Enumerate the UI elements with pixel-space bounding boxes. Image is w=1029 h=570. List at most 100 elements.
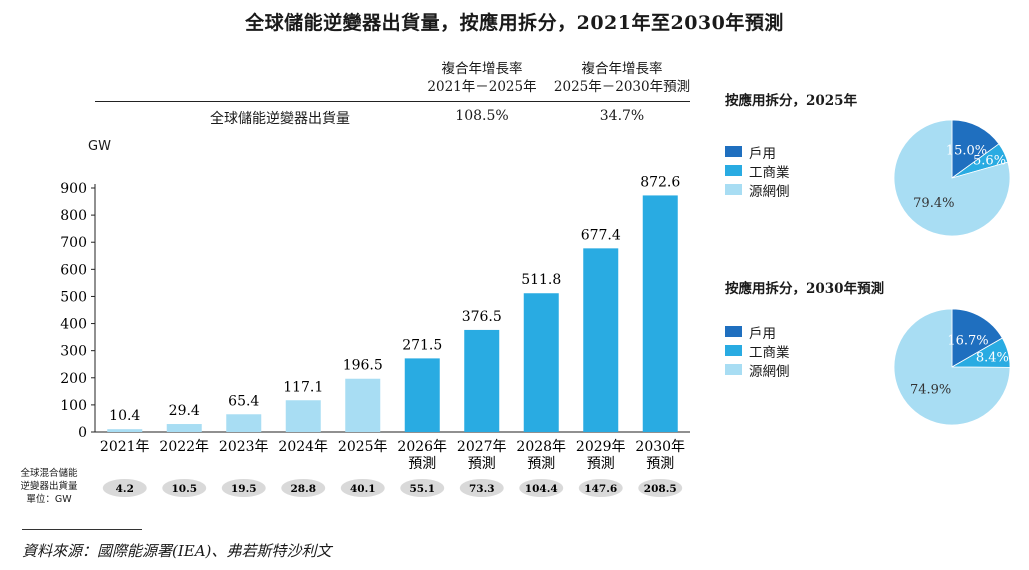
- legend-label: 戶用: [749, 325, 776, 342]
- x-tick-label: 2028年: [516, 439, 566, 455]
- bar: [285, 400, 321, 432]
- mix-value-pill: [578, 479, 623, 497]
- x-tick-label: 2025年: [338, 439, 388, 455]
- legend-swatch: [725, 364, 742, 375]
- mix-value-pill: [459, 479, 504, 497]
- mix-row-label-line: 全球混合儲能: [20, 468, 78, 479]
- pie-slice-household: [951, 308, 1003, 368]
- cagr-header-2025-2030: 複合年增長率 2025年－2030年預測: [548, 60, 696, 96]
- x-tick-label: 2022年: [159, 439, 209, 455]
- mix-value-label: 40.1: [350, 483, 376, 495]
- pie-slice-grid: [893, 308, 1011, 426]
- legend-label: 戶用: [749, 145, 776, 162]
- cagr-value-2025-2030: 34.7%: [599, 108, 645, 124]
- pie-value-label: 5.6%: [973, 154, 1006, 169]
- pie-value-label: 15.0%: [946, 144, 987, 159]
- legend-label: 工商業: [749, 344, 790, 361]
- pie-value-label: 74.9%: [910, 382, 951, 397]
- legend-swatch: [725, 146, 742, 157]
- bar: [642, 195, 678, 432]
- mix-value-pill: [400, 479, 445, 497]
- pie-value-label: 16.7%: [947, 333, 988, 348]
- pie-2025-legend: 戶用 工商業 源網側: [725, 142, 790, 200]
- bar: [583, 248, 619, 432]
- mix-value-label: 73.3: [469, 483, 495, 495]
- x-tick-label: 2023年: [219, 439, 269, 455]
- bar: [404, 358, 440, 432]
- legend-label: 源網側: [749, 183, 790, 200]
- source-note: 資料來源：國際能源署(IEA)、弗若斯特沙利文: [22, 542, 332, 560]
- pie-2030-legend: 戶用 工商業 源網側: [725, 322, 790, 380]
- legend-item-household: 戶用: [725, 322, 790, 342]
- legend-item-commercial: 工商業: [725, 341, 790, 361]
- y-tick-label: 500: [60, 289, 87, 305]
- y-tick-label: 0: [78, 425, 87, 441]
- legend-item-grid: 源網側: [725, 360, 790, 380]
- legend-swatch: [725, 184, 742, 195]
- legend-swatch: [725, 165, 742, 176]
- mix-value-label: 28.8: [290, 483, 316, 495]
- y-tick-label: 700: [60, 235, 87, 251]
- pie-value-label: 8.4%: [976, 350, 1009, 365]
- pie-2030-title: 按應用拆分，2030年預測: [725, 281, 885, 297]
- pie-slice-household: [951, 119, 1000, 179]
- legend-label: 源網側: [749, 363, 790, 380]
- x-tick-label: 2027年: [457, 439, 507, 455]
- x-tick-label: 2030年: [635, 439, 685, 455]
- mix-value-label: 104.4: [525, 483, 558, 495]
- x-tick-label: 預測: [646, 456, 674, 472]
- y-tick-label: 400: [60, 317, 87, 333]
- bar-value-label: 117.1: [283, 379, 323, 395]
- y-tick-label: 200: [60, 371, 87, 387]
- mix-value-pill: [221, 479, 266, 497]
- bar: [345, 378, 381, 432]
- cagr-value-2021-2025: 108.5%: [455, 108, 509, 124]
- mix-value-label: 4.2: [116, 483, 134, 495]
- bar: [523, 293, 559, 432]
- x-tick-label: 2029年: [576, 439, 626, 455]
- bar-value-label: 677.4: [581, 227, 621, 243]
- x-tick-label: 2024年: [278, 439, 328, 455]
- x-tick-label: 預測: [587, 456, 615, 472]
- mix-value-label: 147.6: [584, 483, 617, 495]
- pie-value-label: 79.4%: [913, 196, 954, 211]
- cagr-header-line: 2025年－2030年預測: [553, 79, 691, 95]
- y-tick-label: 100: [60, 398, 87, 414]
- legend-item-household: 戶用: [725, 142, 790, 162]
- mix-value-pill: [638, 479, 683, 497]
- cagr-header-line: 2021年－2025年: [427, 79, 537, 95]
- legend-swatch: [725, 345, 742, 356]
- bar-value-label: 10.4: [109, 408, 140, 424]
- bar-value-label: 271.5: [402, 337, 442, 353]
- bar-value-label: 196.5: [343, 358, 383, 374]
- bar-value-label: 872.6: [640, 174, 680, 190]
- y-axis-unit: GW: [88, 139, 111, 154]
- cagr-header-line: 複合年增長率: [441, 61, 523, 77]
- cagr-table-rule: [95, 101, 690, 102]
- bar: [464, 329, 500, 432]
- x-tick-label: 預測: [408, 456, 436, 472]
- mix-row-label-line: 單位：GW: [26, 494, 72, 505]
- mix-value-pill: [340, 479, 385, 497]
- mix-row-label-line: 逆變器出貨量: [20, 481, 78, 492]
- y-tick-label: 900: [60, 181, 87, 197]
- bar-value-label: 511.8: [521, 272, 561, 288]
- legend-item-grid: 源網側: [725, 180, 790, 200]
- mix-value-pill: [162, 479, 207, 497]
- legend-swatch: [725, 326, 742, 337]
- x-tick-label: 2026年: [397, 439, 447, 455]
- mix-value-label: 19.5: [231, 483, 257, 495]
- cagr-header-line: 複合年增長率: [581, 61, 663, 77]
- x-tick-label: 預測: [527, 456, 555, 472]
- y-tick-label: 800: [60, 208, 87, 224]
- mix-value-label: 208.5: [644, 483, 677, 495]
- bar: [226, 414, 262, 432]
- bar-value-label: 65.4: [228, 393, 259, 409]
- legend-label: 工商業: [749, 164, 790, 181]
- y-tick-label: 600: [60, 262, 87, 278]
- bar-value-label: 29.4: [169, 403, 200, 419]
- legend-item-commercial: 工商業: [725, 161, 790, 181]
- chart-title: 全球儲能逆變器出貨量，按應用拆分，2021年至2030年預測: [245, 12, 784, 34]
- bar: [107, 429, 143, 432]
